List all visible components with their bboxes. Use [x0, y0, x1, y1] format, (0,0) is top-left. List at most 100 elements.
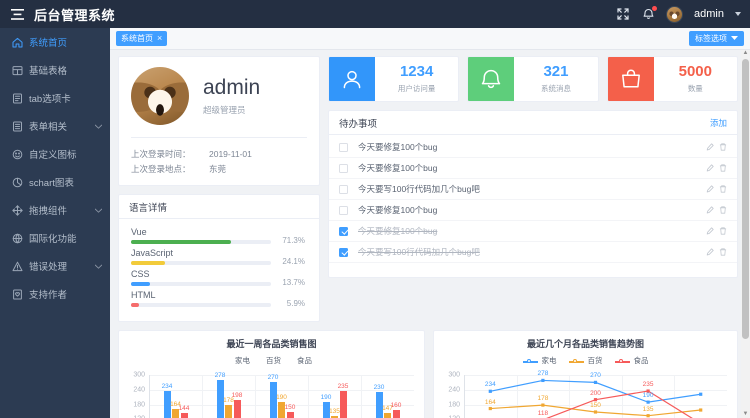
- gridline: [149, 375, 414, 376]
- shopping-icon: [607, 57, 654, 101]
- bar: [322, 402, 330, 418]
- sidebar-item-9[interactable]: 错误处理: [0, 252, 110, 280]
- pencil-icon[interactable]: [706, 248, 714, 256]
- trash-icon[interactable]: [719, 248, 727, 256]
- progress-fill: [131, 282, 151, 286]
- line-chart-title: 最近几个月各品类销售趋势图: [526, 339, 644, 349]
- legend-label: 百货: [266, 356, 281, 365]
- todo-checkbox[interactable]: [339, 163, 348, 173]
- bar-value-label: 190: [276, 394, 287, 402]
- profile-info-row: 上次登录地点： 东莞: [131, 162, 307, 177]
- point-value-label: 278: [537, 370, 549, 378]
- gridline: [516, 375, 518, 418]
- language-row: HTML 5.9%: [131, 290, 307, 308]
- bell-icon: [468, 57, 515, 101]
- chevron-down-icon[interactable]: [735, 12, 741, 16]
- scrollbar-thumb[interactable]: [742, 59, 749, 339]
- language-name: HTML: [131, 290, 156, 300]
- gridline: [464, 404, 727, 406]
- sidebar[interactable]: 系统首页 基础表格 tab选项卡 表单相关 自定义图标 schart图表 拖拽组件 国际化功能…: [0, 28, 110, 418]
- todo-checkbox[interactable]: [339, 142, 348, 152]
- hamburger-icon[interactable]: [0, 8, 34, 20]
- stat-card-3[interactable]: 5000 数量: [606, 56, 738, 102]
- sidebar-item-7[interactable]: 拖拽组件: [0, 196, 110, 224]
- todo-text: 今天要修复100个bug: [358, 226, 438, 236]
- todo-item[interactable]: 今天要写100行代码加几个bug吧: [329, 179, 737, 200]
- tab-home[interactable]: 系统首页 ×: [116, 31, 168, 46]
- add-todo-link[interactable]: 添加: [709, 117, 727, 128]
- bar: [225, 405, 232, 418]
- trash-icon[interactable]: [719, 185, 727, 193]
- legend-item[interactable]: 百货: [262, 355, 281, 366]
- scroll-down-arrow[interactable]: ▼: [742, 411, 749, 417]
- pencil-icon[interactable]: [706, 206, 714, 214]
- chevron-down-icon[interactable]: [95, 263, 102, 270]
- stat-card-1[interactable]: 1234 用户访问量: [328, 56, 460, 102]
- chevron-down-icon[interactable]: [95, 123, 102, 130]
- trash-icon[interactable]: [719, 164, 727, 172]
- bar-value-label: 190: [320, 394, 332, 402]
- todo-checkbox[interactable]: [339, 247, 348, 257]
- trash-icon[interactable]: [719, 143, 727, 151]
- language-name: Vue: [131, 227, 147, 237]
- scroll-up-arrow[interactable]: ▲: [742, 50, 749, 56]
- y-axis-tick: 240: [133, 386, 145, 394]
- todo-item[interactable]: 今天要修复100个bug: [329, 200, 737, 221]
- trash-icon[interactable]: [719, 227, 727, 235]
- stat-card-2[interactable]: 321 系统消息: [467, 56, 599, 102]
- bar: [375, 392, 383, 418]
- todo-checkbox[interactable]: [339, 205, 348, 215]
- smile-icon: [12, 149, 23, 160]
- bar: [278, 402, 285, 418]
- todo-item[interactable]: 今天要修复100个bug: [329, 137, 737, 158]
- gridline: [569, 375, 571, 418]
- pencil-icon[interactable]: [706, 227, 714, 235]
- y-axis-tick: 180: [448, 401, 460, 409]
- sidebar-item-label: 支持作者: [29, 290, 68, 301]
- legend-item[interactable]: 家电: [231, 355, 250, 366]
- chevron-down-icon[interactable]: [95, 207, 102, 214]
- chart-pie-icon: [12, 177, 23, 188]
- sidebar-item-4[interactable]: 表单相关: [0, 112, 110, 140]
- gridline: [674, 375, 676, 418]
- avatar[interactable]: [666, 5, 684, 23]
- fullscreen-icon[interactable]: [616, 7, 630, 21]
- pencil-icon[interactable]: [706, 164, 714, 172]
- bar: [392, 409, 400, 418]
- legend-marker: [522, 356, 538, 365]
- legend-item[interactable]: 家电: [522, 355, 557, 366]
- bell-icon[interactable]: [641, 6, 658, 21]
- todo-checkbox[interactable]: [339, 226, 348, 236]
- todo-checkbox[interactable]: [339, 184, 348, 194]
- legend-item[interactable]: 百货: [568, 355, 603, 366]
- sidebar-item-5[interactable]: 自定义图标: [0, 140, 110, 168]
- legend-item[interactable]: 食品: [614, 355, 649, 366]
- todo-item[interactable]: 今天要修复100个bug: [329, 158, 737, 179]
- top-row: admin 超级管理员 上次登录时间： 2019-11-01 上次登录地点： 东莞 语…: [118, 56, 738, 322]
- todo-item[interactable]: 今天要修复100个bug: [329, 221, 737, 242]
- trash-icon[interactable]: [719, 206, 727, 214]
- user-name[interactable]: admin: [694, 8, 724, 20]
- sidebar-item-1[interactable]: 系统首页: [0, 28, 110, 56]
- progress-percent: 71.3%: [282, 236, 305, 245]
- legend-item[interactable]: 食品: [293, 355, 312, 366]
- bar: [331, 415, 338, 418]
- data-point: [646, 389, 650, 393]
- sidebar-item-10[interactable]: 支持作者: [0, 280, 110, 308]
- pencil-icon[interactable]: [706, 143, 714, 151]
- bar: [180, 413, 188, 418]
- sidebar-item-6[interactable]: schart图表: [0, 168, 110, 196]
- progress-track: 24.1%: [131, 257, 305, 266]
- pencil-icon[interactable]: [706, 185, 714, 193]
- tag-options-button[interactable]: 标签选项: [689, 31, 744, 46]
- sidebar-item-2[interactable]: 基础表格: [0, 56, 110, 84]
- close-icon[interactable]: ×: [157, 33, 163, 43]
- profile-name: admin: [203, 76, 261, 100]
- sidebar-item-8[interactable]: 国际化功能: [0, 224, 110, 252]
- app-title: 后台管理系统: [34, 7, 116, 23]
- todo-item[interactable]: 今天要写100行代码加几个bug吧: [329, 242, 737, 263]
- gridline: [464, 389, 727, 391]
- vertical-scrollbar[interactable]: ▲ ▼: [741, 50, 750, 418]
- sidebar-item-3[interactable]: tab选项卡: [0, 84, 110, 112]
